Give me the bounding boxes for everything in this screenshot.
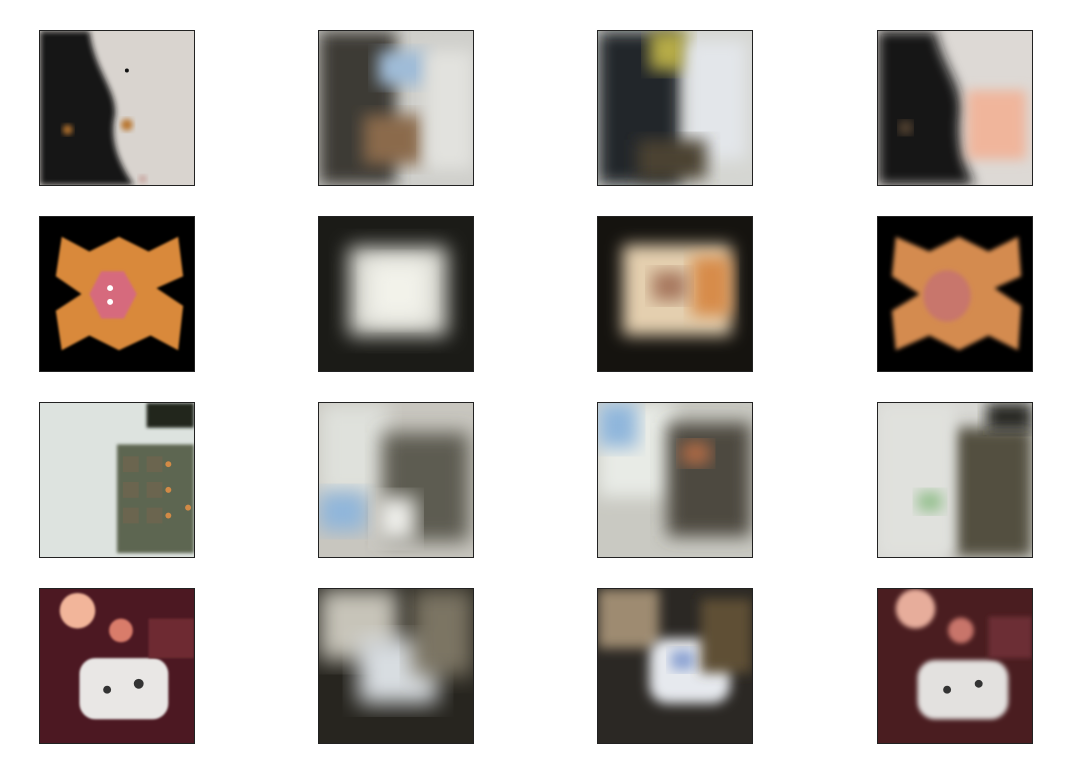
- tile-r3-c4: [877, 402, 1033, 558]
- tile-r1-c3: [597, 30, 753, 186]
- tile-r1-c2: [318, 30, 474, 186]
- tile-r2-c3: [597, 216, 753, 372]
- tile-r2-c2: [318, 216, 474, 372]
- tile-r4-c4: [877, 588, 1033, 744]
- tile-r4-c2: [318, 588, 474, 744]
- tile-r4-c1: [39, 588, 195, 744]
- tile-r3-c1: [39, 402, 195, 558]
- tile-r4-c3: [597, 588, 753, 744]
- tile-r2-c4: [877, 216, 1033, 372]
- tile-r3-c3: [597, 402, 753, 558]
- tile-r1-c4: [877, 30, 1033, 186]
- tile-r2-c1: [39, 216, 195, 372]
- tile-r1-c1: [39, 30, 195, 186]
- tile-r3-c2: [318, 402, 474, 558]
